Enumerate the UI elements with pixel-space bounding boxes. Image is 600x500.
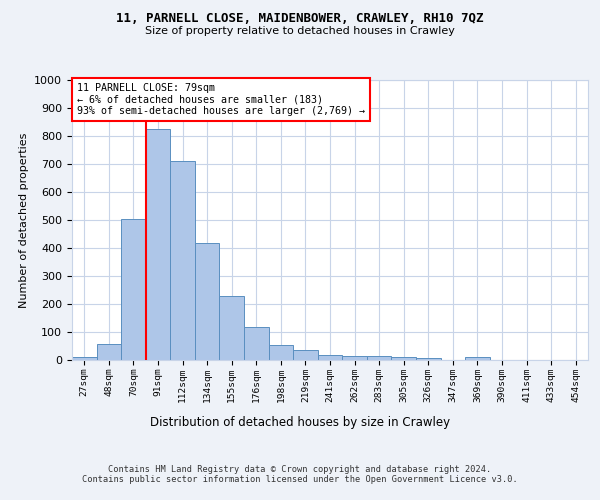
Bar	[195, 243, 220, 360]
Bar	[72, 357, 97, 360]
Bar	[391, 357, 416, 360]
Bar	[170, 160, 195, 360]
Bar	[367, 356, 391, 360]
Text: Size of property relative to detached houses in Crawley: Size of property relative to detached ho…	[145, 26, 455, 36]
Text: Contains HM Land Registry data © Crown copyright and database right 2024.: Contains HM Land Registry data © Crown c…	[109, 464, 491, 473]
Bar	[146, 129, 170, 360]
Bar	[121, 218, 146, 360]
Y-axis label: Number of detached properties: Number of detached properties	[19, 132, 29, 308]
Bar	[244, 327, 269, 360]
Text: Distribution of detached houses by size in Crawley: Distribution of detached houses by size …	[150, 416, 450, 429]
Bar	[342, 356, 367, 360]
Bar	[416, 358, 440, 360]
Bar	[220, 296, 244, 360]
Bar	[465, 357, 490, 360]
Text: 11, PARNELL CLOSE, MAIDENBOWER, CRAWLEY, RH10 7QZ: 11, PARNELL CLOSE, MAIDENBOWER, CRAWLEY,…	[116, 12, 484, 26]
Bar	[318, 355, 342, 360]
Bar	[293, 350, 318, 360]
Text: 11 PARNELL CLOSE: 79sqm
← 6% of detached houses are smaller (183)
93% of semi-de: 11 PARNELL CLOSE: 79sqm ← 6% of detached…	[77, 83, 365, 116]
Bar	[269, 344, 293, 360]
Text: Contains public sector information licensed under the Open Government Licence v3: Contains public sector information licen…	[82, 476, 518, 484]
Bar	[97, 344, 121, 360]
